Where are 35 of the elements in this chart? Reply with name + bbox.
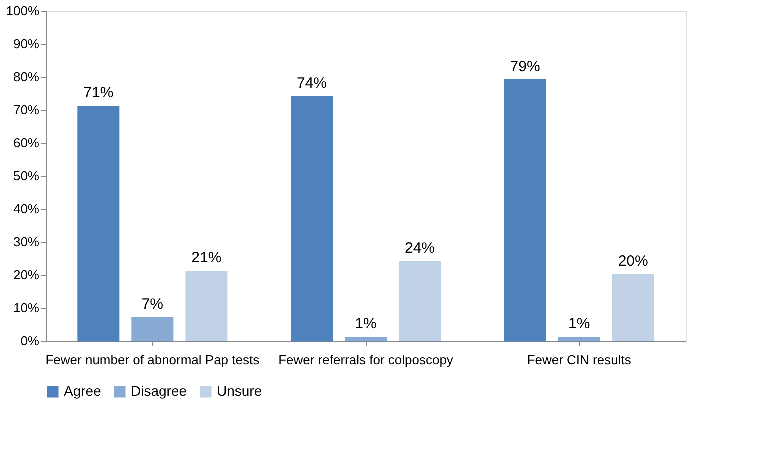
data-label: 1% xyxy=(568,316,590,333)
bar xyxy=(132,317,174,342)
y-tick-label: 70% xyxy=(13,102,40,118)
bar xyxy=(344,336,388,342)
y-tick-label: 30% xyxy=(13,234,40,250)
y-tick-label: 100% xyxy=(6,4,40,18)
bar xyxy=(504,80,546,342)
data-label: 74% xyxy=(296,74,328,92)
legend-label: Unsure xyxy=(217,383,262,399)
bar xyxy=(78,106,120,342)
y-tick-label: 50% xyxy=(13,168,40,184)
bar xyxy=(612,274,654,342)
data-label: 7% xyxy=(142,296,164,313)
y-tick-label: 80% xyxy=(13,70,40,84)
data-label: 24% xyxy=(404,240,436,257)
data-label: 20% xyxy=(618,253,648,270)
data-label: 21% xyxy=(192,250,222,267)
bar xyxy=(399,261,442,342)
data-label: 79% xyxy=(510,58,540,76)
bar xyxy=(558,336,600,342)
x-tick-label: Fewer number of abnormal Pap tests xyxy=(46,352,260,368)
x-tick-label: Fewer CIN results xyxy=(527,352,632,368)
y-tick-label: 60% xyxy=(13,136,40,150)
data-label: 1% xyxy=(355,316,377,333)
legend-label: Disagree xyxy=(131,383,188,399)
y-tick-label: 10% xyxy=(13,300,40,316)
y-tick-label: 90% xyxy=(13,36,40,52)
x-tick-label: Fewer referrals for colposcopy xyxy=(278,352,454,368)
bar xyxy=(290,96,333,342)
legend-label: Agree xyxy=(64,383,102,399)
bar xyxy=(186,270,228,342)
y-tick-label: 20% xyxy=(13,268,40,282)
y-tick-label: 0% xyxy=(20,334,40,348)
data-label: 71% xyxy=(84,84,114,102)
y-tick-label: 40% xyxy=(13,202,40,216)
